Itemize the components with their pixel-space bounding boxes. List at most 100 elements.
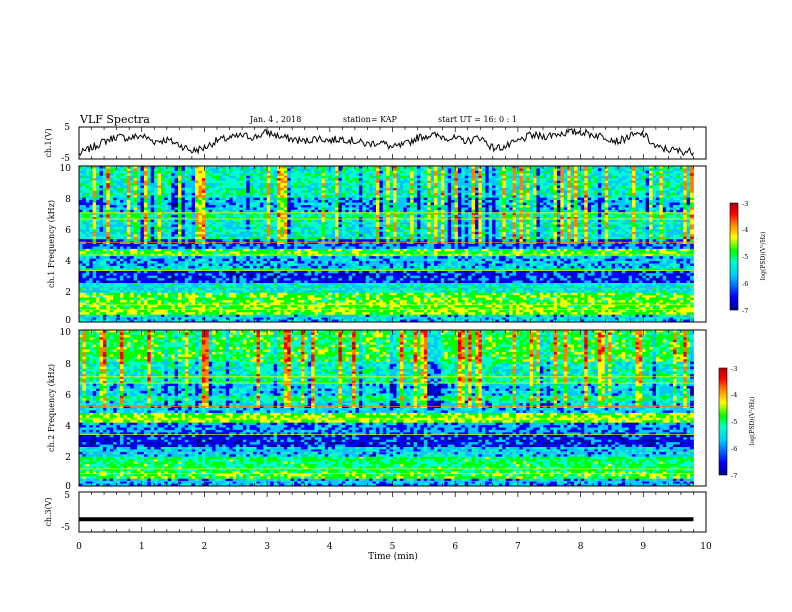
spectrogram-cell <box>127 200 131 203</box>
spectrogram-cell <box>103 176 107 179</box>
spectrogram-cell <box>434 207 438 210</box>
spectrogram-cell <box>117 225 121 228</box>
spectrogram-cell <box>352 210 356 213</box>
spectrogram-cell <box>427 181 431 184</box>
spectrogram-cell <box>134 215 138 218</box>
spectrogram-cell <box>260 210 264 213</box>
spectrogram-cell <box>294 215 298 218</box>
spectrogram-cell <box>243 217 247 220</box>
spectrogram-cell <box>277 217 281 220</box>
spectrogram-cell <box>584 183 588 186</box>
spectrogram-cell <box>506 198 510 201</box>
spectrogram-cell <box>294 220 298 223</box>
spectrogram-cell <box>475 190 479 193</box>
spectrogram-cell <box>311 217 315 220</box>
spectrogram-cell <box>523 181 527 184</box>
spectrogram-cell <box>178 173 182 176</box>
spectrogram-cell <box>144 193 148 196</box>
spectrogram-cell <box>523 220 527 223</box>
spectrogram-cell <box>308 195 312 198</box>
spectrogram-cell <box>270 173 274 176</box>
spectrogram-cell <box>523 203 527 206</box>
spectrogram-cell <box>431 183 435 186</box>
spectrogram-cell <box>359 193 363 196</box>
spectrogram-cell <box>198 210 202 213</box>
spectrogram-cell <box>147 198 151 201</box>
spectrogram-cell <box>315 203 319 206</box>
spectrogram-cell <box>243 168 247 171</box>
spectrogram-cell <box>492 195 496 198</box>
spectrogram-cell <box>656 210 660 213</box>
spectrogram-cell <box>263 178 267 181</box>
spectrogram-cell <box>239 176 243 179</box>
spectrogram-cell <box>140 229 144 232</box>
spectrogram-cell <box>222 186 226 189</box>
spectrogram-cell <box>557 227 561 230</box>
spectrogram-cell <box>130 205 134 208</box>
spectrogram-cell <box>277 227 281 230</box>
spectrogram-cell <box>444 168 448 171</box>
spectrogram-cell <box>465 195 469 198</box>
spectrogram-cell <box>687 229 691 232</box>
spectrogram-cell <box>304 178 308 181</box>
spectrogram-cell <box>683 217 687 220</box>
spectrogram-cell <box>120 210 124 213</box>
spectrogram-cell <box>437 205 441 208</box>
spectrogram-cell <box>140 203 144 206</box>
spectrogram-cell <box>489 210 493 213</box>
spectrogram-cell <box>209 217 213 220</box>
spectrogram-cell <box>547 183 551 186</box>
spectrogram-cell <box>455 183 459 186</box>
spectrogram-cell <box>676 207 680 210</box>
spectrogram-cell <box>666 171 670 174</box>
spectrogram-cell <box>239 220 243 223</box>
spectrogram-cell <box>168 168 172 171</box>
spectrogram-cell <box>257 171 261 174</box>
spectrogram-cell <box>120 227 124 230</box>
spectrogram-cell <box>229 225 233 228</box>
spectrogram-cell <box>209 203 213 206</box>
spectrogram-cell <box>110 217 114 220</box>
spectrogram-cell <box>403 217 407 220</box>
spectrogram-cell <box>536 220 540 223</box>
spectrogram-cell <box>444 186 448 189</box>
spectrogram-cell <box>229 222 233 225</box>
spectrogram-cell <box>117 183 121 186</box>
spectrogram-cell <box>499 217 503 220</box>
spectrogram-cell <box>516 207 520 210</box>
spectrogram-cell <box>533 176 537 179</box>
spectrogram-cell <box>99 229 103 232</box>
spectrogram-cell <box>407 190 411 193</box>
spectrogram-cell <box>328 205 332 208</box>
spectrogram-cell <box>605 207 609 210</box>
spectrogram-cell <box>134 217 138 220</box>
spectrogram-cell <box>209 225 213 228</box>
spectrogram-cell <box>376 215 380 218</box>
spectrogram-cell <box>509 217 513 220</box>
spectrogram-cell <box>144 205 148 208</box>
spectrogram-cell <box>229 186 233 189</box>
spectrogram-cell <box>308 178 312 181</box>
spectrogram-cell <box>212 176 216 179</box>
spectrogram-cell <box>185 195 189 198</box>
spectrogram-cell <box>666 176 670 179</box>
spectrogram-cell <box>547 176 551 179</box>
spectrogram-cell <box>291 198 295 201</box>
spectrogram-cell <box>263 171 267 174</box>
spectrogram-cell <box>349 205 353 208</box>
spectrogram-cell <box>147 181 151 184</box>
spectrogram-cell <box>530 195 534 198</box>
spectrogram-cell <box>342 198 346 201</box>
spectrogram-cell <box>571 181 575 184</box>
spectrogram-cell <box>321 195 325 198</box>
spectrogram-cell <box>499 229 503 232</box>
spectrogram-cell <box>219 188 223 191</box>
spectrogram-cell <box>318 181 322 184</box>
spectrogram-cell <box>594 195 598 198</box>
spectrogram-cell <box>123 193 127 196</box>
spectrogram-cell <box>270 178 274 181</box>
spectrogram-cell <box>376 203 380 206</box>
spectrogram-cell <box>202 229 206 232</box>
spectrogram-cell <box>332 200 336 203</box>
spectrogram-cell <box>270 225 274 228</box>
